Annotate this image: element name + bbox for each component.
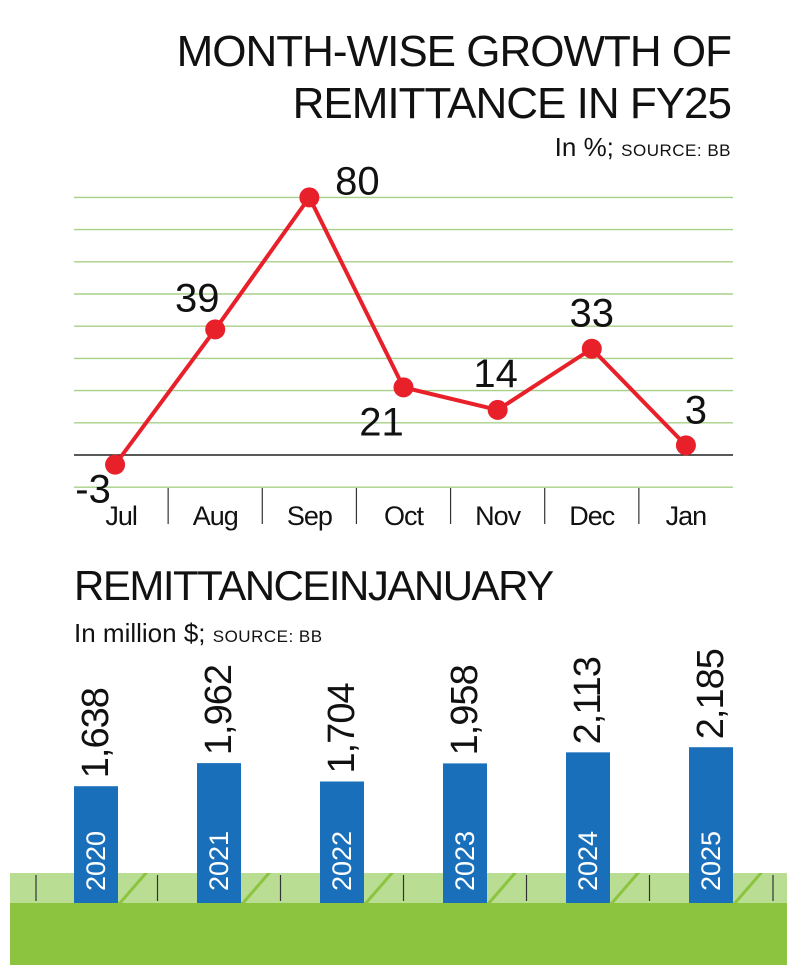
bar-value-label: 2,185 (690, 649, 732, 739)
data-point (393, 377, 414, 398)
bar (74, 786, 118, 903)
bar-chart-subtitle: In million $; SOURCE: BB (74, 618, 323, 649)
bar (689, 747, 733, 903)
data-label: 39 (175, 276, 220, 320)
bar-year-label: 2021 (204, 831, 234, 891)
bar-chart-unit: In million $; (74, 618, 206, 648)
month-label: Nov (475, 501, 522, 531)
bar-year-label: 2023 (450, 831, 480, 891)
bar (443, 763, 487, 903)
line-chart-title-line1: MONTH-WISE GROWTH OF (176, 27, 732, 76)
bar-chart-source: SOURCE: BB (212, 627, 323, 646)
month-label: Dec (569, 501, 615, 531)
month-label: Jan (666, 501, 707, 531)
bar-value-label: 2,113 (567, 657, 609, 744)
gridlines (74, 196, 733, 488)
line-chart-title-line2: REMITTANCE IN FY25 (292, 79, 732, 128)
line-chart-unit: In %; (554, 132, 614, 162)
bar-year-label: 2022 (327, 831, 357, 891)
month-label: Oct (384, 501, 425, 531)
bar-shadow (733, 873, 763, 903)
data-label: 21 (359, 400, 404, 444)
bar-year-label: 2024 (573, 831, 603, 891)
data-point (105, 454, 126, 475)
data-point (581, 338, 602, 359)
line-chart-title: MONTH-WISE GROWTH OF REMITTANCE IN FY25 (176, 26, 732, 130)
month-label: Aug (193, 501, 238, 531)
bar-value-label: 1,962 (198, 665, 240, 755)
ground-base (10, 903, 787, 965)
data-label: 80 (335, 159, 380, 203)
bar-shadow (610, 873, 640, 903)
data-label: 14 (473, 352, 518, 396)
bar-chart-title: REMITTANCEINJANUARY (74, 562, 554, 609)
bar-year-label: 2020 (81, 831, 111, 891)
bar-value-label: 1,704 (321, 683, 363, 774)
data-point (205, 319, 226, 340)
month-label: Jul (105, 501, 137, 531)
bar (197, 763, 241, 903)
data-label: 33 (570, 292, 615, 336)
bar-shadow (241, 873, 271, 903)
bar (566, 752, 610, 903)
line-chart-subtitle: In %; SOURCE: BB (555, 132, 731, 163)
data-label: -3 (75, 468, 111, 512)
line-chart-source: SOURCE: BB (621, 141, 731, 160)
ground-strip (10, 873, 787, 903)
data-point (299, 187, 320, 208)
bar (320, 781, 364, 903)
data-point (675, 435, 696, 456)
bar-shadow (118, 873, 148, 903)
bar-value-label: 1,958 (444, 665, 486, 755)
month-label: Sep (287, 501, 332, 531)
data-label: 3 (685, 388, 707, 432)
data-point (487, 399, 508, 420)
bar-shadow (364, 873, 394, 903)
bar-year-label: 2025 (696, 831, 726, 891)
bar-shadow (487, 873, 517, 903)
bar-value-label: 1,638 (75, 688, 117, 778)
